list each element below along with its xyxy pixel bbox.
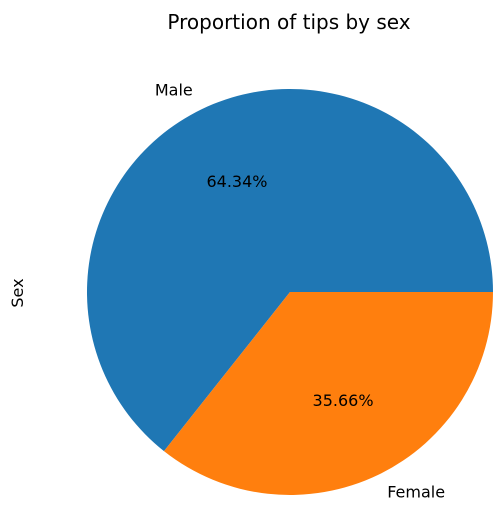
slice-label-male: Male bbox=[155, 80, 193, 99]
pie-slices bbox=[87, 89, 494, 496]
slice-percent-female: 35.66% bbox=[313, 391, 374, 410]
pie-slice-female bbox=[163, 292, 494, 496]
pie-labels: Male 64.34% Female 35.66% bbox=[155, 80, 445, 501]
y-axis-label: Sex bbox=[8, 278, 27, 307]
pie-slice-male bbox=[87, 89, 493, 452]
slice-percent-male: 64.34% bbox=[206, 172, 267, 191]
slice-label-female: Female bbox=[387, 483, 445, 502]
chart-title: Proportion of tips by sex bbox=[167, 10, 410, 34]
